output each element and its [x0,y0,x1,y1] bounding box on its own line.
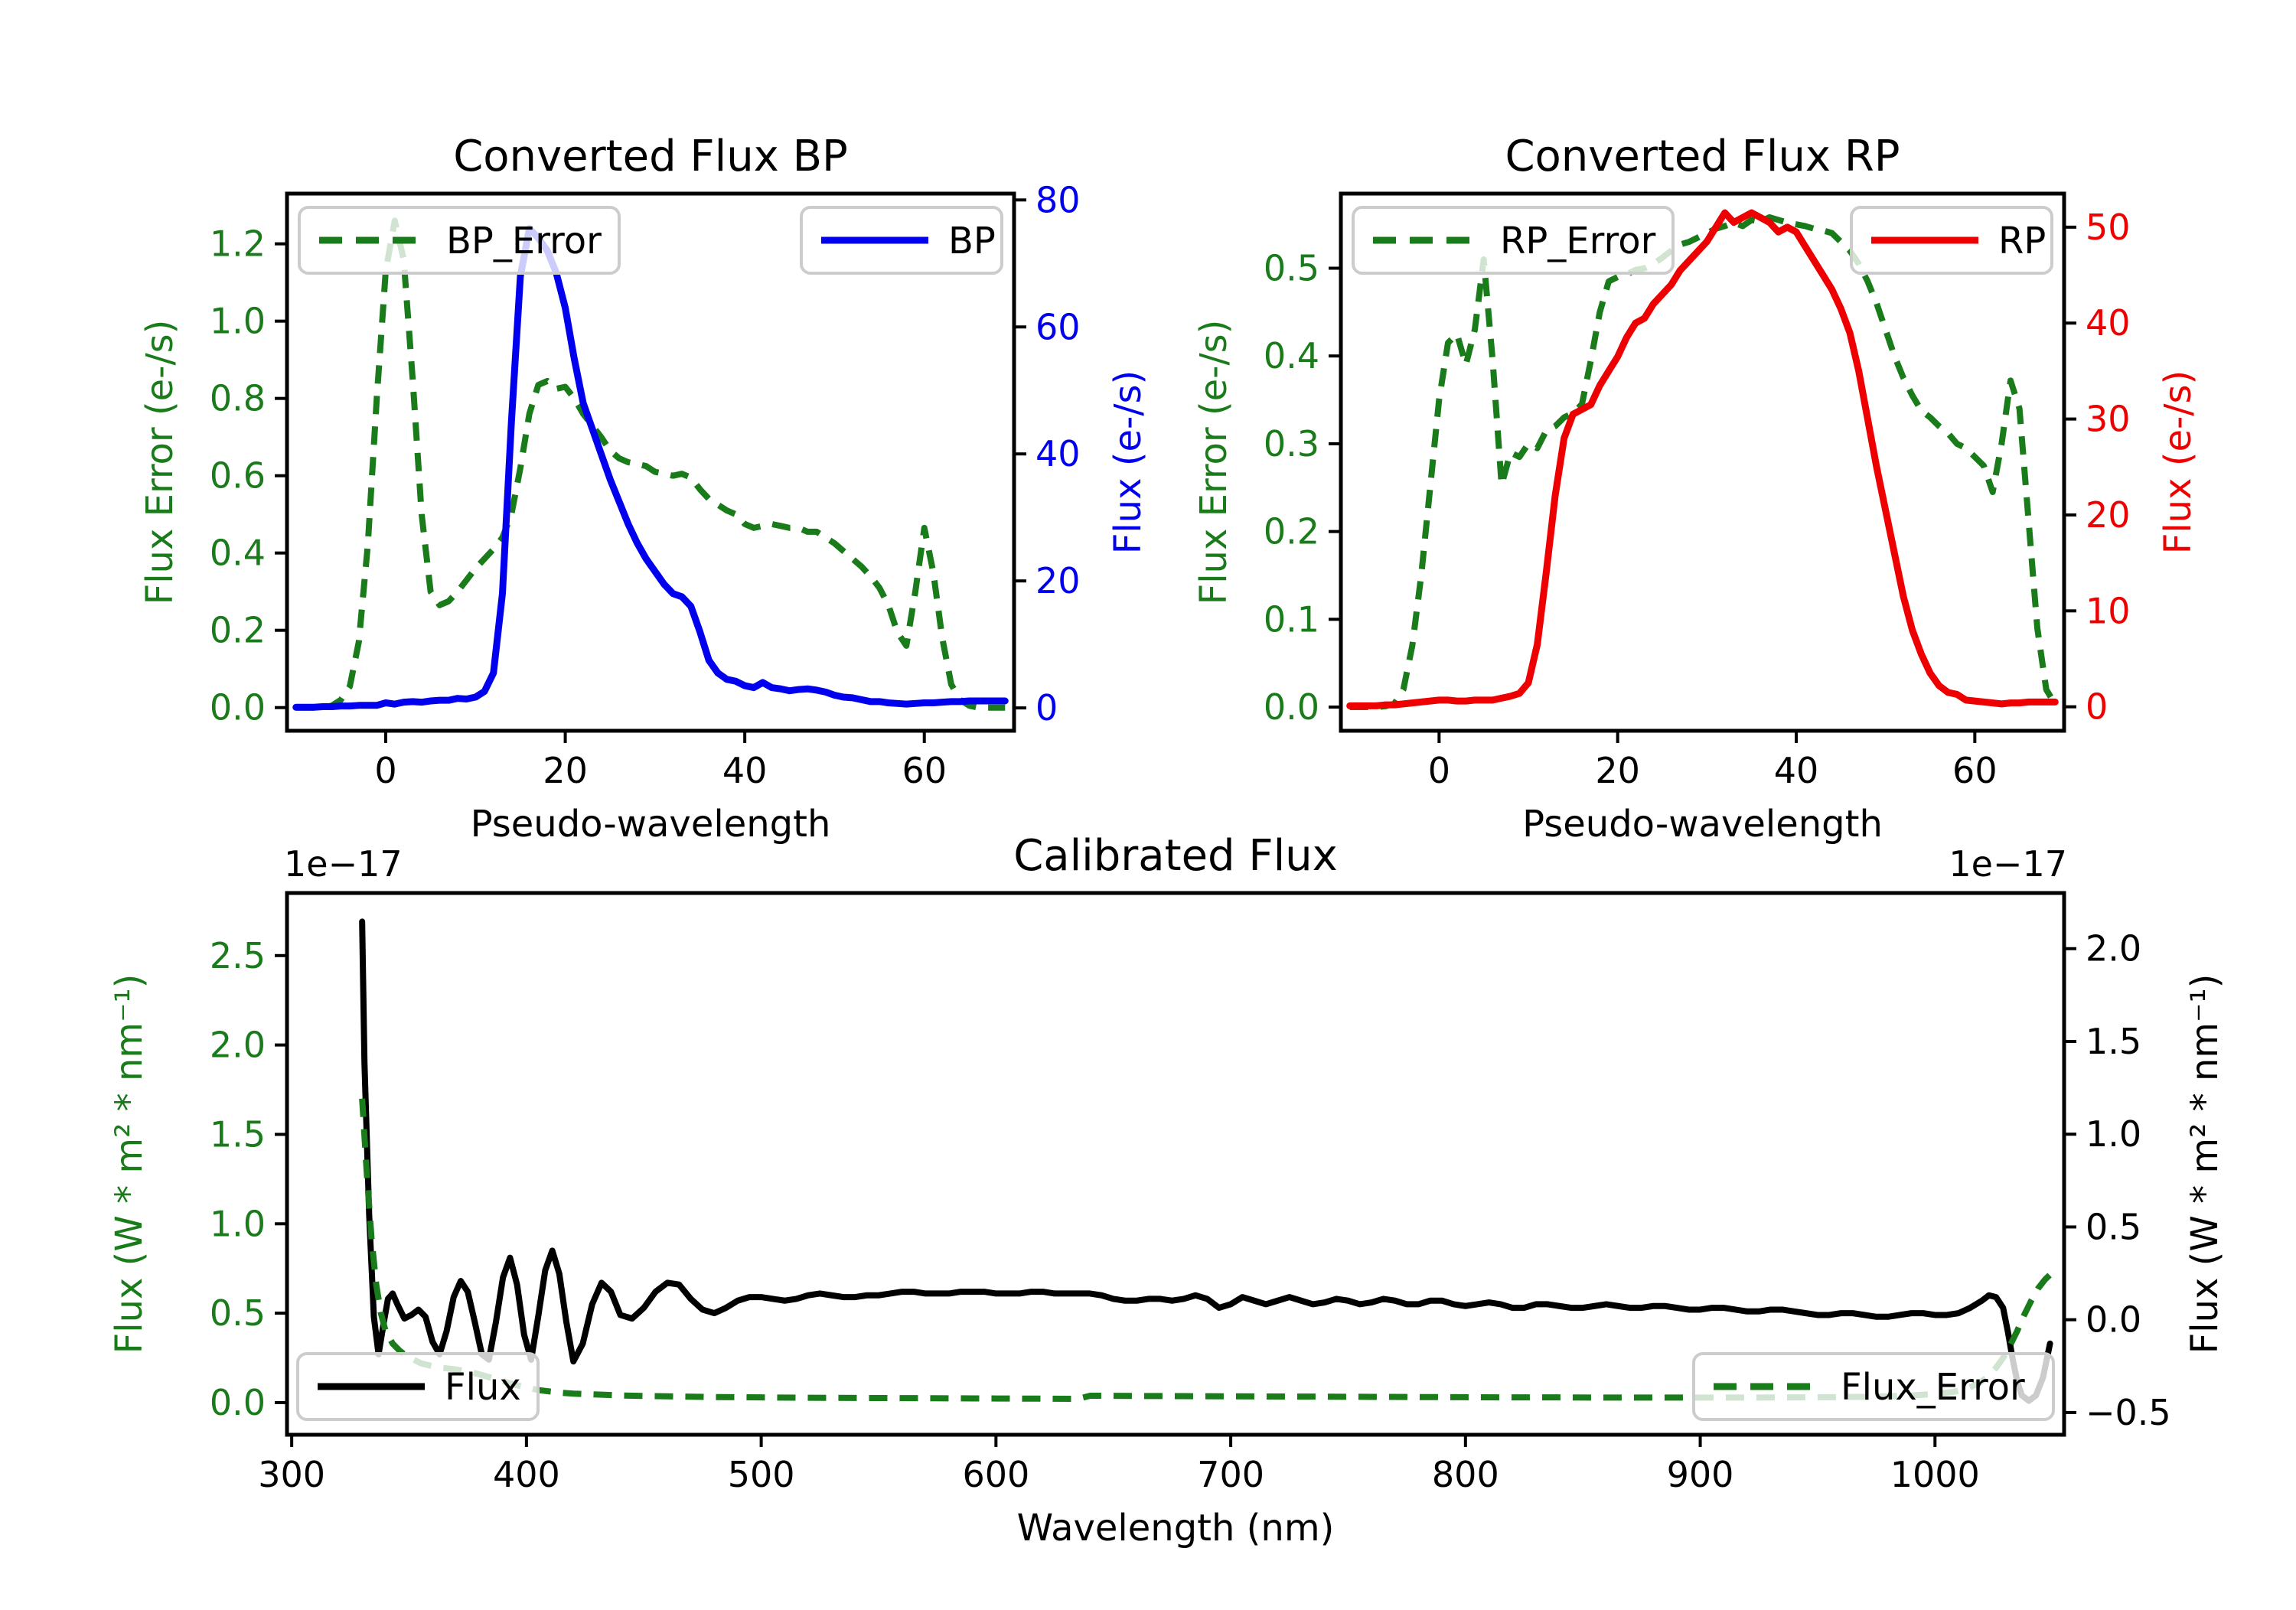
x-tick-label: 20 [543,750,588,791]
y-tick-label-left: 1.2 [210,223,266,265]
y-tick-label-right: 40 [1035,433,1081,474]
y-tick-label-left: 0.3 [1264,423,1319,464]
y-axis-label-right: Flux (e-/s) [2157,370,2200,555]
panel-calibrated-flux: Calibrated Flux 1e−17 1e−17 300 400 500 600 700… [108,831,2226,1550]
y-tick-label-left: 0.2 [1264,511,1319,552]
series-rp-error [1349,213,2058,711]
x-tick-label: 400 [493,1454,560,1495]
x-tick-label: 800 [1432,1454,1499,1495]
x-axis-label: Pseudo-wavelength [471,803,831,846]
y-tick-label-right: 40 [2086,302,2131,344]
legend-error[interactable]: RP_Error [1352,206,1675,275]
plot-curves [1346,209,2059,711]
y-axis-offset-text-left: 1e−17 [284,843,403,885]
legend-label: RP [1998,220,2046,262]
y-tick-label-left: 0.5 [210,1292,266,1334]
y-tick-label-left: 0.5 [1264,248,1319,289]
x-tick-label: 500 [728,1454,795,1495]
axes-frame [285,891,2066,1437]
y-tick-label-right: 20 [1035,560,1081,601]
legend-label: BP [948,220,996,262]
y-tick-label-left: 1.0 [210,1203,266,1244]
x-tick-label: 40 [722,750,768,791]
y-tick-label-right: 1.5 [2086,1021,2141,1062]
plot-curves [292,217,1009,711]
y-tick-label-left: 0.4 [1264,335,1319,376]
x-tick-label: 40 [1774,750,1819,791]
y-axis-label-left: Flux (W * m² * nm⁻¹) [108,974,151,1354]
x-axis-label: Pseudo-wavelength [1522,803,1883,846]
y-tick-label-right: 50 [2086,207,2131,248]
y-tick-label-left: 2.0 [210,1025,266,1066]
legend-signal[interactable]: BP [800,206,1003,275]
y-tick-label-right: 80 [1035,179,1081,220]
legend-background [298,206,621,275]
y-tick-label-left: 2.5 [210,935,266,976]
y-axis-label-right: Flux (W * m² * nm⁻¹) [2183,974,2226,1354]
y-tick-label-right: 20 [2086,494,2131,536]
legend-flux-error[interactable]: Flux_Error [1692,1352,2055,1421]
y-tick-label-left: 0.1 [1264,598,1319,640]
legend-label: Flux_Error [1841,1366,2025,1409]
y-tick-label-right: 0 [2086,686,2108,728]
y-axis-offset-text-right: 1e−17 [1949,843,2067,885]
legend-background [1352,206,1675,275]
x-tick-label: 600 [962,1454,1029,1495]
y-tick-label-left: 0.0 [210,1382,266,1423]
y-tick-label-right: 1.0 [2086,1113,2141,1155]
panel-converted-flux-rp: Converted Flux RP 0 20 40 60 Pseudo-wavelengt… [1192,132,2200,846]
y-tick-label-left: 0.0 [1264,686,1319,728]
panel-converted-flux-bp: Converted Flux BP 0 20 40 60 Pseudo-wavelengt… [139,132,1150,846]
x-tick-label: 700 [1197,1454,1264,1495]
x-tick-label: 0 [1428,750,1450,791]
legend-label: BP_Error [446,220,602,262]
y-tick-label-right: 0.5 [2086,1206,2141,1247]
x-tick-label: 1000 [1890,1454,1980,1495]
y-tick-label-left: 1.5 [210,1113,266,1155]
x-tick-label: 900 [1667,1454,1734,1495]
y-tick-label-left: 0.2 [210,610,266,651]
series-flux [359,918,2053,1404]
x-tick-label: 20 [1595,750,1640,791]
y-tick-label-left: 1.0 [210,301,266,342]
legend-signal[interactable]: RP [1850,206,2053,275]
legend-label: RP_Error [1500,220,1656,262]
y-axis-label-right: Flux (e-/s) [1107,370,1150,555]
x-tick-label: 60 [1952,750,1998,791]
x-tick-label: 0 [374,750,396,791]
legend-label: Flux [445,1366,521,1409]
series-bp [292,225,1009,711]
legend-flux[interactable]: Flux [296,1352,540,1421]
legend-error[interactable]: BP_Error [298,206,621,275]
y-tick-label-right: 0 [1035,687,1058,728]
x-axis-label: Wavelength (nm) [1017,1507,1335,1550]
y-tick-label-left: 0.4 [210,533,266,574]
panel-title: Converted Flux RP [1505,132,1900,181]
y-tick-label-right: 30 [2086,399,2131,440]
y-tick-label-right: 2.0 [2086,928,2141,970]
y-tick-label-left: 0.8 [210,378,266,419]
panel-title: Converted Flux BP [453,132,848,181]
y-axis-label-left: Flux Error (e-/s) [1192,320,1235,605]
series-rp [1346,209,2059,709]
y-tick-label-right: 60 [1035,306,1081,347]
y-axis-label-left: Flux Error (e-/s) [139,320,181,605]
x-tick-label: 60 [902,750,947,791]
legend-background [1692,1352,2055,1421]
axes-frame [285,191,1016,733]
x-tick-label: 300 [258,1454,325,1495]
y-tick-label-right: 10 [2086,590,2131,631]
y-tick-label-left: 0.6 [210,455,266,497]
y-tick-label-left: 0.0 [210,687,266,728]
panel-title: Calibrated Flux [1013,831,1338,881]
axes-frame [1339,191,2066,733]
series-bp-error [295,217,1006,711]
y-tick-label-right: −0.5 [2086,1392,2171,1433]
y-tick-label-right: 0.0 [2086,1299,2141,1341]
